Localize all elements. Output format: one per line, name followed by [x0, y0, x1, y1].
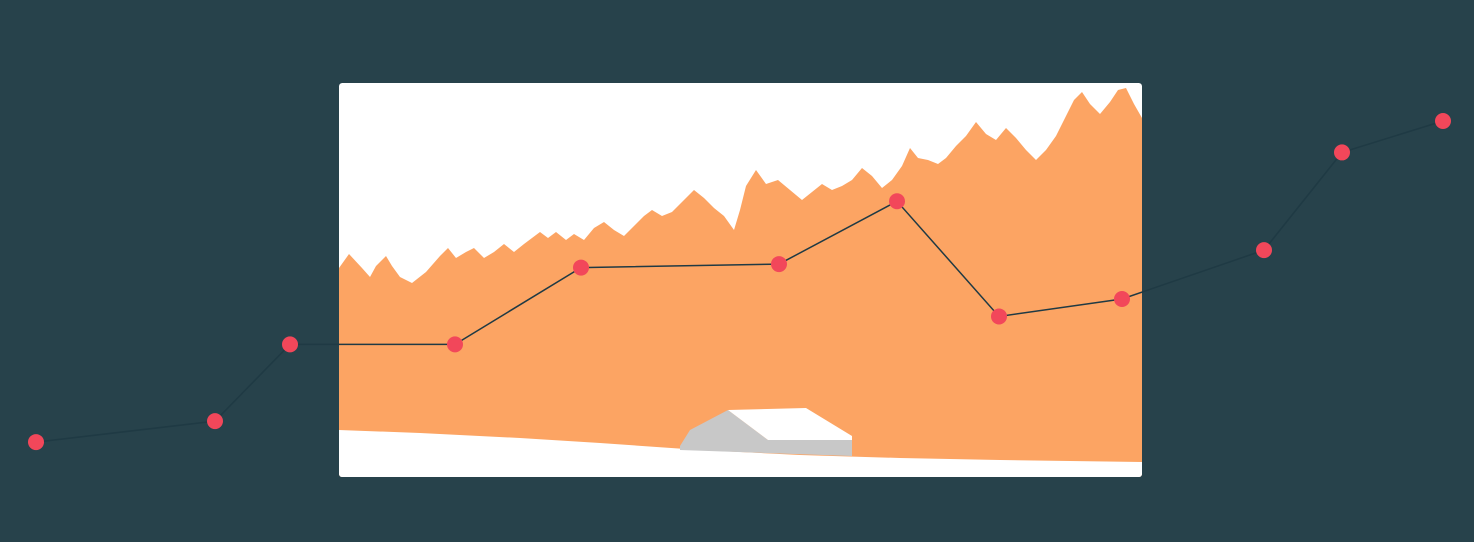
tent-light-side	[728, 408, 852, 440]
elevation-point-5	[573, 259, 589, 276]
elevation-point-2	[207, 413, 223, 430]
tent-icon	[680, 408, 852, 456]
elevation-profile	[28, 113, 1451, 451]
elevation-point-3	[282, 336, 298, 353]
elevation-point-6	[771, 256, 787, 273]
landscape-card	[339, 83, 1142, 477]
elevation-point-10	[1256, 242, 1272, 259]
elevation-point-4	[447, 336, 463, 353]
snow-ground	[339, 430, 1142, 477]
elevation-point-12	[1435, 113, 1451, 129]
elevation-line	[35, 120, 1444, 443]
elevation-point-9	[1114, 290, 1130, 307]
elevation-point-8	[991, 308, 1007, 325]
forest-silhouette	[339, 88, 1142, 477]
elevation-points	[28, 113, 1451, 451]
tent-shadow-side	[680, 410, 852, 456]
elevation-point-1	[28, 434, 44, 451]
elevation-point-11	[1334, 144, 1350, 161]
elevation-point-7	[889, 193, 905, 210]
